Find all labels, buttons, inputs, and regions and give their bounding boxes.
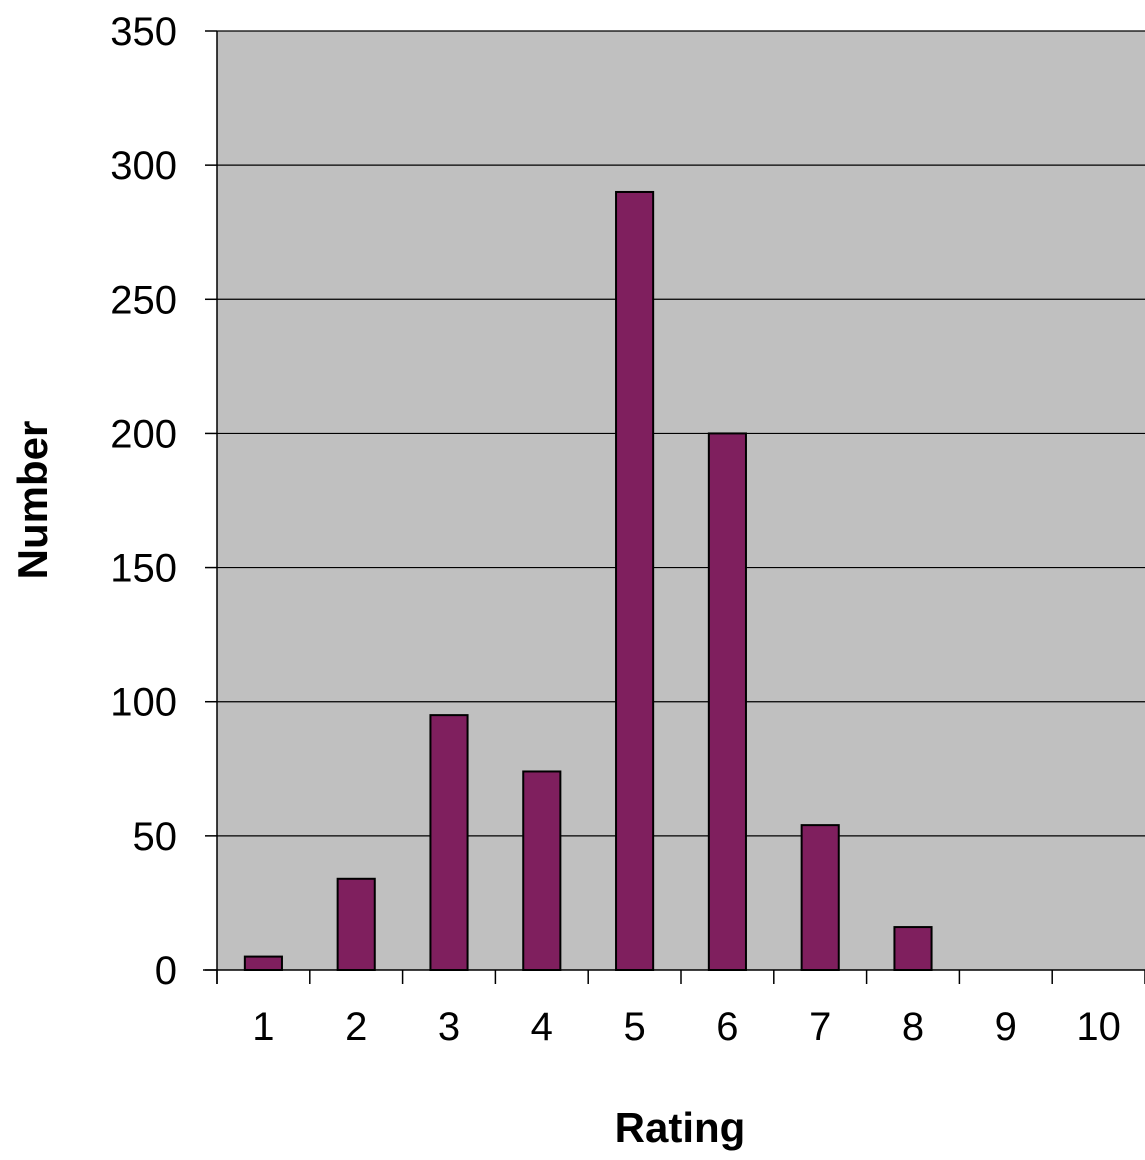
bar-2 (336, 877, 376, 971)
y-tick-label: 200 (110, 412, 177, 456)
x-axis-ticks: 1 2 3 4 5 6 7 8 9 10 (216, 970, 1145, 1049)
x-tick-label: 3 (438, 1005, 460, 1049)
x-tick-label: 4 (531, 1005, 553, 1049)
bar-6 (707, 432, 747, 971)
y-tick-label: 350 (110, 10, 177, 54)
plot-area (217, 31, 1145, 970)
bar-4 (522, 770, 562, 971)
y-axis-ticks: 0 50 100 150 200 250 300 350 (110, 10, 217, 993)
bar-8 (893, 926, 933, 971)
x-tick-label: 8 (902, 1005, 924, 1049)
y-axis-title: Number (9, 421, 56, 580)
gridlines (217, 30, 1145, 837)
axes (203, 31, 1145, 984)
x-tick-label: 2 (345, 1005, 367, 1049)
y-tick-label: 250 (110, 278, 177, 322)
x-tick-label: 5 (623, 1005, 645, 1049)
y-tick-label: 150 (110, 547, 177, 591)
x-tick-label: 7 (809, 1005, 831, 1049)
x-tick-label: 10 (1076, 1005, 1121, 1049)
bar-1 (243, 955, 283, 971)
y-tick-label: 100 (110, 681, 177, 725)
bar-3 (429, 714, 469, 972)
x-tick-label: 1 (252, 1005, 274, 1049)
x-axis-title: Rating (615, 1104, 746, 1151)
y-tick-label: 50 (133, 815, 178, 859)
x-tick-label: 9 (995, 1005, 1017, 1049)
y-tick-label: 300 (110, 144, 177, 188)
x-tick-label: 6 (716, 1005, 738, 1049)
y-tick-label: 0 (155, 949, 177, 993)
bar-5 (615, 190, 655, 971)
bar-7 (800, 824, 840, 972)
